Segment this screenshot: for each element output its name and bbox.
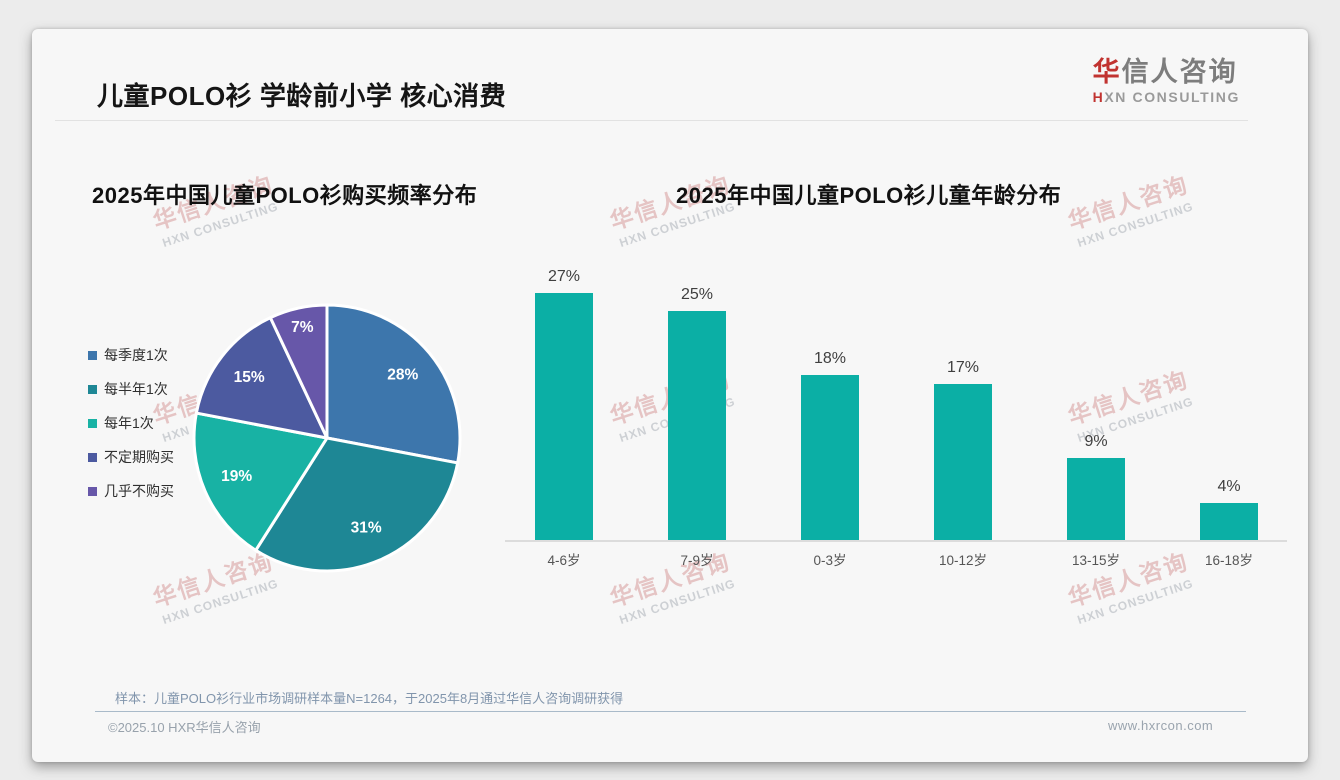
- legend-label: 每年1次: [104, 415, 154, 431]
- page-title: 儿童POLO衫 学龄前小学 核心消费: [97, 81, 507, 111]
- bar: [934, 384, 992, 540]
- copyright-text: ©2025.10 HXR华信人咨询: [108, 720, 261, 735]
- pie-slice: [268, 303, 329, 440]
- pie-chart: 28% 31% 19% 15% 7%: [192, 303, 462, 573]
- bar-value-label: 4%: [1217, 478, 1241, 495]
- bar: [535, 293, 593, 540]
- brand-logo-cn-rest: 信人咨询: [1121, 57, 1238, 87]
- legend-marker-icon: [88, 452, 97, 462]
- legend-item: 每季度1次: [88, 338, 174, 372]
- bar: [801, 375, 859, 540]
- brand-logo-en-accent: H: [1092, 88, 1105, 105]
- legend-marker-icon: [88, 418, 97, 428]
- pie-slice: [194, 316, 329, 440]
- brand-logo-chinese: 华信人咨询: [1092, 57, 1240, 88]
- legend-item: 每半年1次: [88, 372, 174, 406]
- bar-value-label: 9%: [1084, 433, 1108, 450]
- legend-marker-icon: [88, 384, 97, 394]
- brand-logo: 华信人咨询 HXN CONSULTING: [1092, 57, 1240, 105]
- bar-chart-title: 2025年中国儿童POLO衫儿童年龄分布: [676, 183, 1062, 208]
- footer-divider: [95, 711, 1246, 712]
- pie-slice: [325, 303, 462, 465]
- legend-item: 不定期购买: [88, 440, 174, 474]
- bar-category-label: 7-9岁: [680, 553, 714, 568]
- pie-slice-label: 15%: [234, 369, 265, 386]
- pie-slice-label: 28%: [387, 366, 418, 383]
- bar-category-label: 16-18岁: [1204, 553, 1254, 568]
- pie-slice: [192, 411, 329, 552]
- website-url: www.hxrcon.com: [1108, 718, 1214, 733]
- bar-category-label: 10-12岁: [938, 553, 988, 568]
- legend-label: 每季度1次: [104, 347, 168, 363]
- bar-value-label: 18%: [813, 350, 847, 367]
- pie-legend: 每季度1次每半年1次每年1次不定期购买几乎不购买: [88, 338, 174, 508]
- legend-marker-icon: [88, 486, 97, 496]
- legend-item: 几乎不购买: [88, 474, 174, 508]
- pie-slice-label: 7%: [291, 319, 314, 336]
- brand-logo-en-rest: XN CONSULTING: [1104, 88, 1240, 105]
- pie-chart-title: 2025年中国儿童POLO衫购买频率分布: [92, 183, 478, 208]
- bar-value-label: 27%: [547, 268, 581, 285]
- brand-logo-english: HXN CONSULTING: [1092, 88, 1240, 105]
- bar: [1067, 458, 1125, 540]
- bar-category-label: 13-15岁: [1071, 553, 1121, 568]
- legend-item: 每年1次: [88, 406, 174, 440]
- x-axis-line: [505, 540, 1287, 542]
- legend-label: 不定期购买: [104, 449, 174, 465]
- brand-logo-cn-accent: 华: [1092, 57, 1122, 87]
- bar: [1200, 503, 1258, 540]
- legend-label: 每半年1次: [104, 381, 168, 397]
- title-divider: [55, 120, 1248, 121]
- bar: [668, 311, 726, 540]
- legend-label: 几乎不购买: [104, 483, 174, 499]
- sample-note: 样本：儿童POLO衫行业市场调研样本量N=1264，于2025年8月通过华信人咨…: [115, 691, 624, 706]
- legend-marker-icon: [88, 350, 97, 360]
- bar-category-label: 0-3岁: [813, 553, 847, 568]
- bar-category-label: 4-6岁: [547, 553, 581, 568]
- pie-slice-label: 19%: [221, 468, 252, 485]
- pie-slice-label: 31%: [351, 519, 382, 536]
- bar-value-label: 25%: [680, 286, 714, 303]
- bar-value-label: 17%: [946, 359, 980, 376]
